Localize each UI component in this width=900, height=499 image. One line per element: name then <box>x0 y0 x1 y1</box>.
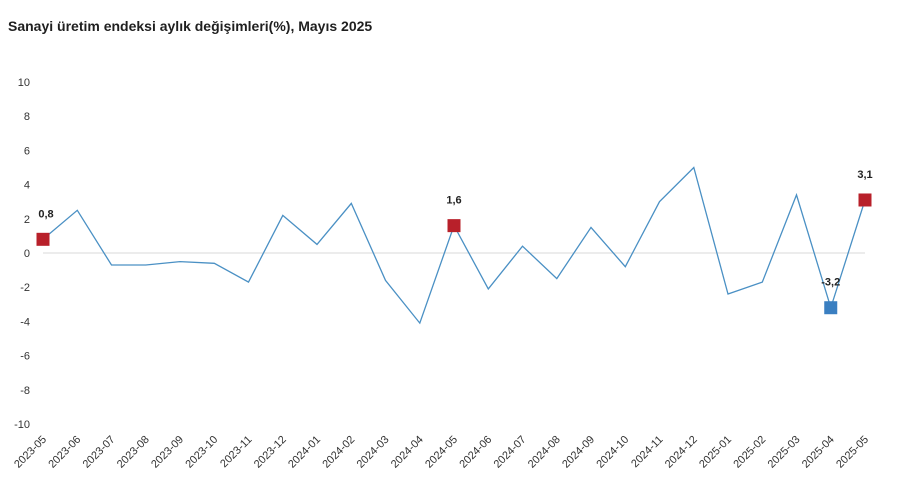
highlight-marker <box>36 232 50 246</box>
x-tick-label: 2024-10 <box>594 434 631 471</box>
x-tick-label: 2024-11 <box>629 434 665 470</box>
x-tick-label: 2024-08 <box>526 434 563 471</box>
y-tick-label: -6 <box>20 351 30 363</box>
x-axis: 2023-052023-062023-072023-082023-092023-… <box>12 434 871 471</box>
y-axis: 10 8 6 4 2 0 -2 -4 -6 -8 -10 <box>14 77 30 431</box>
x-tick-label: 2024-07 <box>492 434 529 471</box>
y-tick-label: 8 <box>24 111 30 123</box>
y-tick-label: 6 <box>24 145 30 157</box>
data-label: 3,1 <box>857 169 872 181</box>
x-tick-label: 2023-05 <box>12 434 49 471</box>
y-tick-label: 2 <box>24 214 30 226</box>
x-tick-label: 2024-09 <box>560 434 597 471</box>
x-tick-label: 2024-03 <box>355 434 392 471</box>
x-tick-label: 2025-02 <box>731 434 768 471</box>
x-tick-label: 2025-05 <box>834 434 871 471</box>
x-tick-label: 2023-09 <box>149 434 186 471</box>
x-tick-label: 2023-08 <box>115 434 152 471</box>
x-tick-label: 2024-12 <box>663 434 700 471</box>
x-tick-label: 2023-12 <box>252 434 289 471</box>
x-tick-label: 2024-06 <box>457 434 494 471</box>
chart-title: Sanayi üretim endeksi aylık değişimleri(… <box>8 18 373 34</box>
data-label: 0,8 <box>38 208 53 220</box>
x-tick-label: 2025-01 <box>697 434 734 471</box>
x-tick-label: 2024-05 <box>423 434 460 471</box>
x-tick-label: 2023-10 <box>183 434 220 471</box>
highlight-markers <box>36 193 872 315</box>
y-tick-label: 0 <box>24 248 30 260</box>
x-tick-label: 2024-04 <box>389 434 426 471</box>
y-tick-label: -2 <box>20 282 30 294</box>
y-tick-label: 10 <box>18 77 30 89</box>
data-label: -3,2 <box>821 277 840 289</box>
x-tick-label: 2023-11 <box>218 434 254 470</box>
y-tick-label: 4 <box>24 180 30 192</box>
highlight-marker <box>858 193 872 207</box>
x-tick-label: 2023-07 <box>81 434 118 471</box>
y-tick-label: -10 <box>14 419 30 431</box>
y-tick-label: -4 <box>20 316 30 328</box>
series-group <box>42 166 866 325</box>
x-tick-label: 2025-03 <box>766 434 803 471</box>
highlight-marker <box>824 301 838 315</box>
y-tick-label: -8 <box>20 385 30 397</box>
highlight-marker <box>447 219 461 233</box>
x-tick-label: 2024-02 <box>320 434 357 471</box>
series-line <box>42 166 866 325</box>
data-label: 1,6 <box>446 195 461 207</box>
x-tick-label: 2025-04 <box>800 434 837 471</box>
data-labels: 0,8 1,6 -3,2 3,1 <box>38 169 872 289</box>
x-tick-label: 2024-01 <box>286 434 323 471</box>
x-tick-label: 2023-06 <box>46 434 83 471</box>
